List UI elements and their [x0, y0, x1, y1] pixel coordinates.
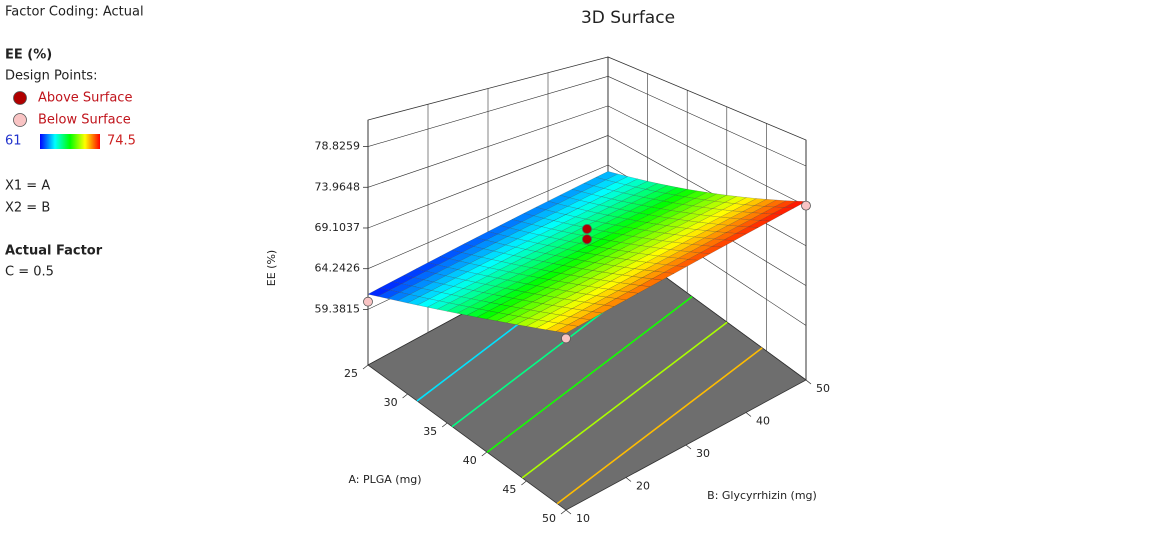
x-tick-label: 30: [384, 396, 398, 409]
colorbar: [40, 134, 100, 149]
surface-cell: [555, 324, 579, 334]
tick-mark: [402, 393, 408, 399]
y-axis-label: B: Glycyrrhizin (mg): [707, 489, 817, 502]
tick-mark: [625, 477, 632, 482]
x-tick-label: 40: [463, 454, 477, 467]
tick-mark: [805, 379, 812, 385]
y-tick-label: 30: [696, 447, 710, 460]
y-tick-label: 40: [756, 415, 770, 428]
z-tick-label: 59.3815: [315, 302, 361, 315]
z-tick-label: 73.9648: [315, 180, 361, 193]
plot: 59.3815 64.2426 69.1037 73.9648 78.8259 25 30 3…: [315, 56, 830, 525]
contour-line: [556, 347, 763, 505]
surface-cell: [771, 207, 795, 215]
tick-mark: [362, 364, 369, 370]
legend-label: Below Surface: [38, 113, 131, 128]
contour-line: [486, 295, 693, 453]
tick-mark: [521, 480, 527, 486]
surface-cell: [603, 298, 627, 307]
actual-factor: C = 0.5: [5, 265, 54, 280]
legend-marker: [13, 113, 27, 127]
legend-subtitle: Design Points:: [5, 69, 97, 84]
y-tick-label: 10: [576, 512, 590, 525]
grid-line: [607, 135, 807, 247]
legend-title: EE (%): [5, 48, 52, 63]
design-point: [582, 234, 592, 245]
design-point: [561, 333, 571, 344]
legend-label: Above Surface: [38, 91, 132, 106]
z-tick-label: 69.1037: [315, 221, 361, 234]
surface-cell: [663, 265, 687, 274]
surface-cell: [615, 291, 639, 301]
tick-mark: [565, 509, 572, 515]
tick-mark: [685, 444, 692, 450]
y-tick-label: 20: [636, 480, 650, 493]
factor-coding: Factor Coding: Actual: [5, 5, 144, 20]
tick-mark: [745, 412, 752, 417]
z-tick-label: 64.2426: [315, 262, 361, 275]
y-tick-label: 50: [816, 382, 830, 395]
surface-cell: [675, 259, 699, 268]
chart-title: 3D Surface: [581, 8, 675, 28]
actual-factor-title: Actual Factor: [5, 244, 103, 259]
contour-line: [521, 321, 728, 479]
x-tick-label: 25: [344, 367, 358, 380]
surface-cell: [579, 311, 603, 321]
x-tick-label: 45: [502, 483, 516, 496]
factor-line: X2 = B: [5, 201, 50, 216]
factor-line: X1 = A: [5, 179, 50, 194]
tick-mark: [481, 451, 488, 457]
design-point: [582, 224, 592, 234]
x-tick-label: 35: [423, 425, 437, 438]
z-axis-label: EE (%): [265, 250, 278, 286]
surface-cell: [591, 304, 615, 314]
design-point: [801, 200, 811, 211]
x-axis-label: A: PLGA (mg): [348, 473, 421, 486]
x-tick-label: 50: [542, 512, 556, 525]
surface-cell: [735, 226, 759, 235]
tick-mark: [560, 509, 567, 515]
surface-cell: [747, 220, 771, 228]
surface-cell: [699, 246, 723, 255]
z-tick-label: 78.8259: [315, 140, 361, 153]
tick-mark: [441, 422, 448, 428]
grid-line: [607, 105, 807, 207]
grid-line: [607, 76, 807, 167]
colorbar-max: 74.5: [107, 134, 136, 149]
colorbar-min: 61: [5, 134, 22, 149]
legend-marker: [13, 91, 27, 105]
design-point: [363, 296, 373, 307]
